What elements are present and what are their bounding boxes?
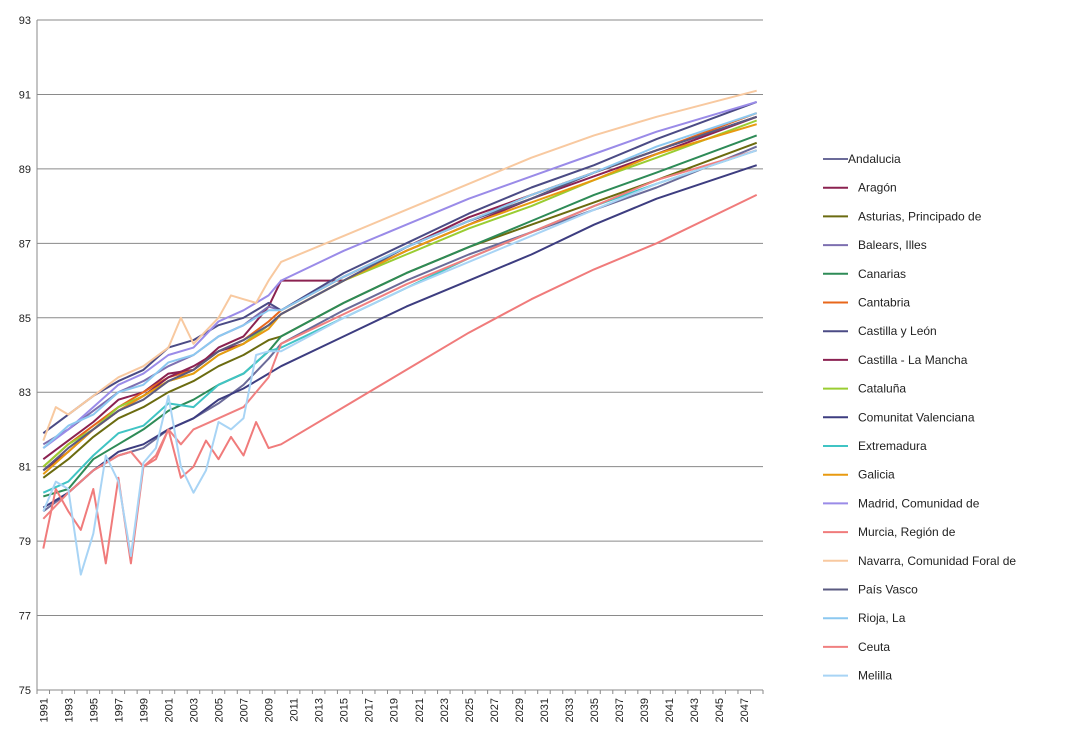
series-line-17: [42, 149, 757, 520]
x-tick-label: 2005: [214, 698, 226, 722]
x-tick-label: 2035: [589, 698, 601, 722]
x-tick-label: 2013: [314, 698, 326, 722]
legend-label: Rioja, La: [858, 611, 906, 625]
series-line-9: [42, 164, 758, 509]
x-tick-label: 2033: [564, 698, 576, 722]
legend-label: Extremadura: [858, 439, 927, 453]
series-line-7: [42, 115, 758, 472]
x-axis: 1991 1993 1995 1997 1999 2001 2003 2005 2007 2009…: [36, 690, 764, 722]
legend-label: Castilla - La Mancha: [858, 353, 968, 367]
legend-label: País Vasco: [858, 583, 918, 597]
legend-label: Canarias: [858, 267, 906, 281]
legend: Andalucia Aragón Asturias, Principado de Ba…: [823, 152, 1016, 683]
x-tick-label: 1991: [38, 698, 50, 722]
x-tick-label: 1993: [63, 698, 75, 722]
x-tick-label: 2029: [514, 698, 526, 722]
series-line-6: [42, 100, 758, 435]
y-tick-label: 75: [19, 685, 31, 697]
x-tick-label: 2027: [489, 698, 501, 722]
legend-label: Melilla: [858, 669, 892, 683]
x-tick-label: 2017: [364, 698, 376, 722]
x-tick-label: 1995: [88, 698, 100, 722]
x-tick-label: 2019: [389, 698, 401, 722]
x-tick-label: 2001: [163, 698, 175, 722]
legend-label: Cataluña: [858, 382, 906, 396]
x-tick-label: 2003: [188, 698, 200, 722]
x-tick-label: 2031: [539, 698, 551, 722]
gridlines: [37, 19, 763, 691]
series-line-15: [42, 115, 758, 472]
y-tick-label: 81: [19, 462, 31, 474]
x-tick-label: 2015: [339, 698, 351, 722]
y-tick-label: 85: [19, 313, 31, 325]
y-tick-label: 79: [19, 536, 31, 548]
legend-label: Comunitat Valenciana: [858, 410, 975, 424]
series-line-14: [42, 89, 757, 441]
y-axis: 75 77 79 81 83 85 87 89 91 93: [19, 15, 38, 697]
series-line-2: [42, 141, 758, 479]
x-tick-label: 2039: [639, 698, 651, 722]
y-tick-label: 93: [19, 15, 31, 27]
x-tick-label: 2023: [439, 698, 451, 722]
x-tick-label: 2047: [739, 698, 751, 722]
legend-label: Navarra, Comunidad Foral de: [858, 554, 1016, 568]
y-tick-label: 89: [19, 164, 31, 176]
plot-area: [42, 89, 758, 576]
x-tick-label: 2045: [714, 698, 726, 722]
legend-label: Aragón: [858, 181, 897, 195]
series-line-8: [42, 119, 758, 468]
y-tick-label: 87: [19, 238, 31, 250]
x-tick-label: 2025: [464, 698, 476, 722]
x-tick-label: 1997: [113, 698, 125, 722]
series-line-18: [42, 149, 758, 576]
x-tick-label: 2021: [414, 698, 426, 722]
legend-label: Asturias, Principado de: [858, 209, 982, 223]
x-tick-label: 2043: [689, 698, 701, 722]
legend-label: Cantabria: [858, 296, 910, 310]
legend-label: Madrid, Comunidad de: [858, 496, 980, 510]
series-line-11: [42, 123, 757, 475]
legend-label: Ceuta: [858, 640, 890, 654]
x-tick-label: 1999: [138, 698, 150, 722]
y-tick-label: 91: [19, 89, 31, 101]
y-tick-label: 77: [19, 611, 31, 623]
legend-label: Castilla y León: [858, 324, 937, 338]
legend-label: Galicia: [858, 468, 895, 482]
x-tick-label: 2007: [239, 698, 251, 722]
series-line-16: [42, 112, 758, 449]
x-tick-label: 2011: [289, 698, 301, 722]
x-tick-label: 2041: [664, 698, 676, 722]
y-tick-label: 83: [19, 387, 31, 399]
legend-label: Andalucia: [848, 152, 901, 166]
x-tick-label: 2037: [614, 698, 626, 722]
x-tick-label: 2009: [264, 698, 276, 722]
legend-label: Murcia, Región de: [858, 525, 956, 539]
legend-label: Balears, Illes: [858, 238, 927, 252]
